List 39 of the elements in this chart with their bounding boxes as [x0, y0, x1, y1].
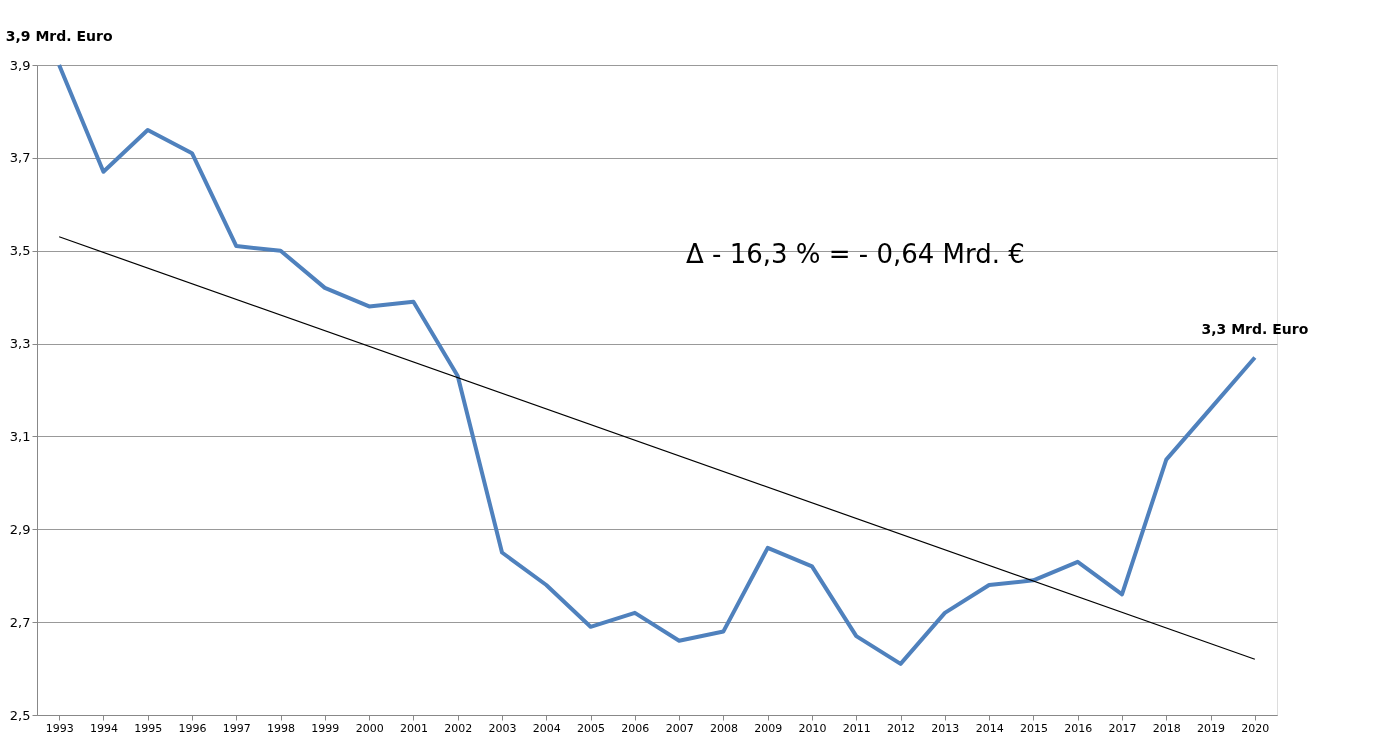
x-tick-label: 2003: [488, 721, 517, 735]
y-tick-label: 3,9: [9, 57, 31, 73]
x-tick-label: 1995: [134, 721, 163, 735]
x-tick-label: 2007: [665, 721, 694, 735]
x-tick-label: 2004: [532, 721, 561, 735]
x-tick-label: 2011: [842, 721, 871, 735]
y-tick-label: 2,5: [9, 707, 31, 723]
annotation: Δ - 16,3 % = - 0,64 Mrd. €: [685, 239, 1025, 269]
x-tick-label: 2009: [754, 721, 783, 735]
x-tick-label: 2015: [1019, 721, 1048, 735]
y-tick-label: 3,3: [9, 336, 31, 352]
x-tick-label: 2012: [887, 721, 916, 735]
x-tick-label: 2002: [444, 721, 473, 735]
x-tick-label: 1993: [45, 721, 74, 735]
x-tick-label: 1994: [89, 721, 118, 735]
x-tick-label: 2017: [1108, 721, 1137, 735]
x-tick-label: 2020: [1241, 721, 1270, 735]
x-tick-label: 2018: [1152, 721, 1181, 735]
x-tick-label: 2019: [1197, 721, 1226, 735]
y-tick-label: 2,7: [9, 614, 31, 630]
y-tick-label: 2,9: [9, 521, 31, 537]
x-tick-label: 2016: [1064, 721, 1093, 735]
annotation: 3,3 Mrd. Euro: [1201, 320, 1309, 337]
y-tick-label: 3,5: [9, 243, 31, 259]
x-tick-label: 1996: [178, 721, 207, 735]
x-tick-label: 2006: [621, 721, 650, 735]
annotation: 3,9 Mrd. Euro: [5, 28, 113, 44]
x-tick-label: 2000: [355, 721, 384, 735]
x-tick-label: 2010: [798, 721, 827, 735]
x-tick-label: 2005: [577, 721, 606, 735]
x-tick-label: 2008: [709, 721, 738, 735]
x-tick-label: 2014: [975, 721, 1004, 735]
y-tick-label: 3,7: [9, 150, 31, 166]
y-tick-label: 3,1: [9, 428, 31, 444]
x-tick-label: 1999: [311, 721, 340, 735]
x-tick-label: 2013: [931, 721, 960, 735]
x-tick-label: 1998: [267, 721, 296, 735]
x-tick-label: 2001: [399, 721, 428, 735]
x-tick-label: 1997: [222, 721, 251, 735]
